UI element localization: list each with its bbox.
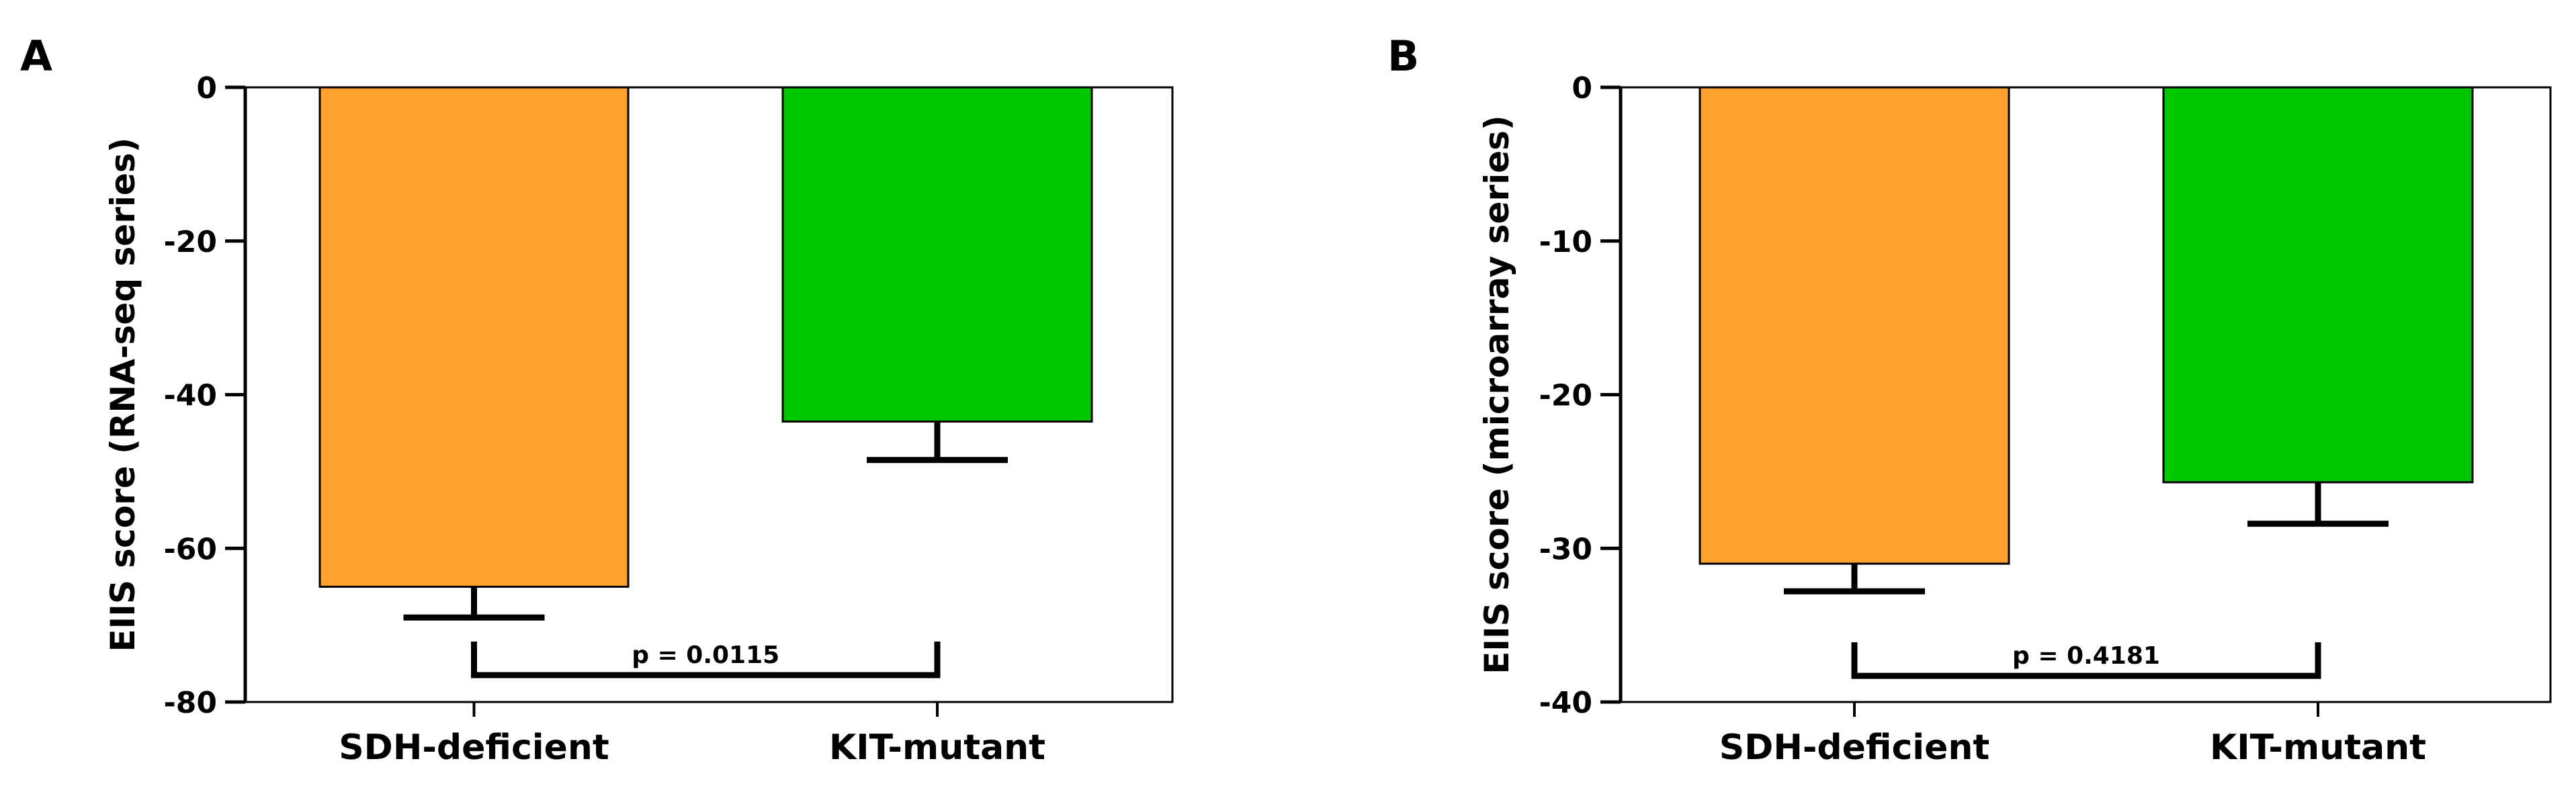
x-category-label: SDH-deficient — [1719, 728, 1990, 768]
chart-panel-a: Ap = 0.0115 0 -20 -40 -60 -80 SDH-deficient KIT… — [20, 32, 1174, 768]
y-axis-title: EIIS score (microarray series) — [1477, 115, 1516, 674]
y-tick-label: -60 — [164, 532, 218, 566]
p-value-label: p = 0.0115 — [632, 642, 779, 669]
x-category-label: KIT-mutant — [2210, 728, 2426, 768]
y-tick-label: -30 — [1539, 532, 1593, 566]
bar — [2162, 86, 2474, 484]
y-tick-label: -10 — [1539, 225, 1593, 259]
panel-letter: A — [20, 32, 52, 81]
significance-bracket — [1851, 642, 2321, 679]
y-tick-label: -20 — [1539, 379, 1593, 413]
bar — [781, 86, 1093, 423]
panel-letter: B — [1387, 32, 1419, 81]
bar — [1699, 86, 2010, 565]
y-tick-label: -20 — [164, 225, 218, 259]
x-category-label: KIT-mutant — [829, 728, 1045, 768]
y-tick-label: -40 — [164, 379, 218, 413]
bar — [318, 86, 630, 588]
chart-panel-b: Bp = 0.4181 0 -10 -20 -30 -40 SDH-deficient KIT… — [1387, 32, 2552, 768]
significance-bracket — [471, 641, 941, 678]
y-tick-label: -40 — [1539, 686, 1593, 720]
y-tick-label: -80 — [164, 686, 218, 720]
y-tick-label: 0 — [1572, 71, 1592, 105]
y-axis-title: EIIS score (RNA-seq series) — [103, 137, 142, 652]
y-tick-label: 0 — [196, 71, 217, 105]
x-category-label: SDH-deficient — [339, 728, 609, 768]
p-value-label: p = 0.4181 — [2012, 642, 2160, 670]
